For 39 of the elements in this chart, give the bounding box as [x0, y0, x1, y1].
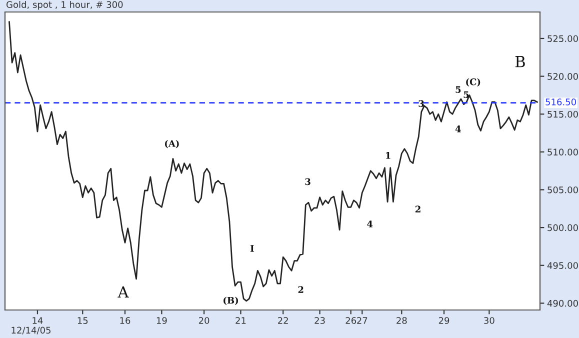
annotation: 3: [305, 178, 310, 186]
annotation: 2: [298, 286, 304, 293]
annotation: 3: [418, 100, 424, 107]
y-tick-label: 520.00: [548, 73, 578, 80]
annotation: 5: [456, 86, 461, 93]
annotation: I: [250, 245, 254, 252]
annotation: B: [515, 56, 525, 68]
annotation: 1: [386, 152, 390, 159]
y-tick-label: 495.00: [547, 262, 578, 269]
x-tick-label: 26: [346, 317, 356, 324]
ref-line-label: 516.50: [546, 98, 576, 106]
y-tick-label: 525.00: [548, 35, 578, 42]
annotation: A: [118, 286, 129, 298]
x-tick-label: 19: [156, 317, 167, 324]
annotation: (C): [466, 78, 480, 87]
annotation: (B): [224, 296, 238, 305]
chart-title: Gold, spot , 1 hour, # 300: [6, 1, 123, 10]
x-tick-label: 21: [236, 317, 246, 324]
y-tick-label: 515.00: [548, 110, 578, 118]
x-tick-label: 30: [484, 317, 494, 324]
y-tick-label: 510.00: [548, 148, 578, 156]
x-tick-label: 28: [396, 317, 407, 324]
x-tick-label: 14: [32, 317, 43, 324]
x-tick-label: 27: [357, 317, 368, 324]
annotation: 4: [367, 220, 373, 228]
x-tick-label: 23: [314, 317, 325, 324]
annotation: (A): [164, 140, 179, 148]
text: 12/14/05: [12, 326, 50, 334]
y-tick-label: 490.00: [547, 300, 578, 307]
y-tick-label: 505.00: [548, 186, 578, 194]
x-tick-label: 15: [78, 317, 88, 324]
annotation: 4: [455, 126, 461, 132]
x-tick-label: 22: [278, 317, 288, 324]
x-tick-label: 16: [120, 317, 130, 324]
annotation: 5: [464, 91, 469, 98]
x-tick-label: 29: [438, 317, 450, 324]
x-tick-label: 20: [198, 317, 210, 324]
y-tick-label: 500.00: [548, 224, 578, 232]
annotation: 2: [415, 206, 420, 212]
